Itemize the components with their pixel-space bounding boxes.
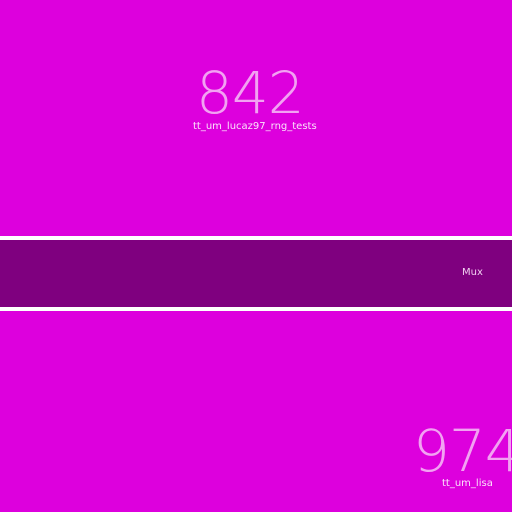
- project-name: tt_um_lisa: [442, 478, 493, 489]
- project-name: tt_um_lucaz97_rng_tests: [193, 121, 317, 132]
- project-number: 974: [413, 417, 512, 485]
- mux-bar[interactable]: Mux: [0, 240, 512, 307]
- project-number: 842: [196, 59, 305, 127]
- mux-label: Mux: [462, 267, 483, 278]
- project-tile-974[interactable]: 974 tt_um_lisa: [0, 311, 512, 512]
- project-tile-842[interactable]: 842 tt_um_lucaz97_rng_tests: [0, 0, 512, 236]
